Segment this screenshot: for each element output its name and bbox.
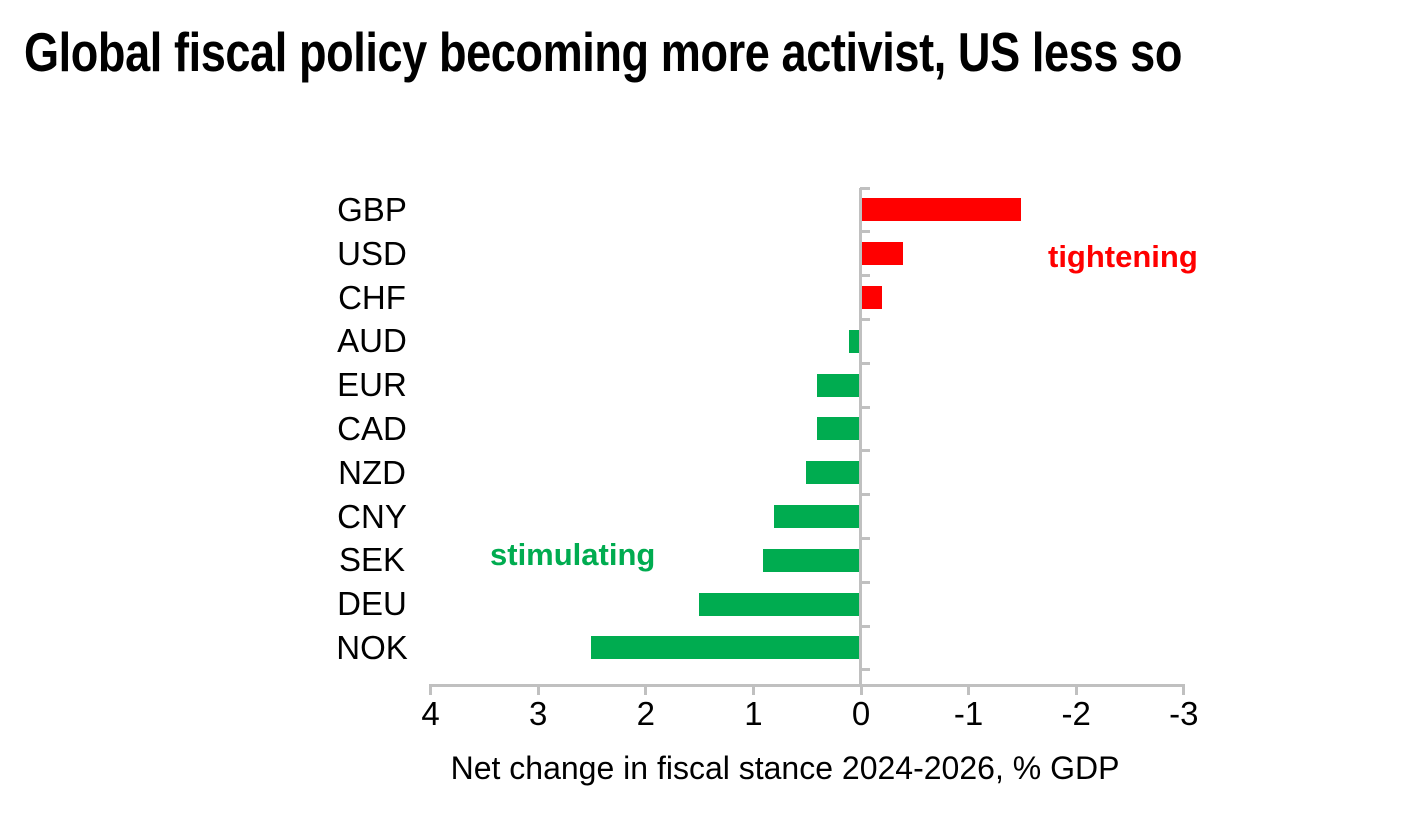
category-label-CAD: CAD — [337, 409, 407, 447]
x-axis-tick — [1182, 687, 1186, 695]
horizontal-axis-line — [429, 684, 1185, 687]
x-tick-label-3: 3 — [529, 695, 548, 732]
category-boundary-tick — [860, 405, 870, 409]
annotation-stimulating: stimulating — [490, 537, 656, 572]
category-label-NZD: NZD — [338, 453, 406, 491]
category-label-NOK: NOK — [336, 628, 408, 666]
bar-DEU — [698, 592, 860, 616]
x-tick-label--3: -3 — [1169, 695, 1199, 732]
x-axis-title: Net change in fiscal stance 2024-2026, %… — [450, 750, 1120, 786]
category-boundary-tick — [860, 449, 870, 453]
x-tick-label--1: -1 — [953, 695, 984, 732]
x-axis-tick — [429, 687, 433, 695]
x-tick-label-4: 4 — [421, 695, 440, 732]
bar-NOK — [591, 636, 860, 660]
x-axis-tick — [751, 687, 755, 695]
bar-AUD — [849, 329, 860, 353]
category-boundary-tick — [860, 624, 870, 628]
bar-CNY — [773, 505, 860, 528]
category-label-AUD: AUD — [337, 322, 407, 360]
x-tick-label--2: -2 — [1061, 695, 1091, 732]
x-tick-label-0: 0 — [851, 695, 871, 732]
category-boundary-tick — [860, 361, 870, 365]
bar-NZD — [806, 461, 860, 485]
category-label-EUR: EUR — [337, 366, 407, 404]
category-boundary-tick — [860, 274, 870, 278]
category-label-GBP: GBP — [337, 190, 407, 228]
x-tick-label-2: 2 — [636, 695, 655, 732]
category-boundary-tick — [860, 580, 870, 584]
category-label-CHF: CHF — [338, 278, 406, 316]
x-tick-label-1: 1 — [744, 695, 763, 732]
category-boundary-tick — [860, 186, 870, 190]
annotation-tightening: tightening — [1048, 239, 1198, 274]
category-label-DEU: DEU — [337, 585, 407, 623]
bar-CHF — [860, 286, 882, 309]
bar-GBP — [860, 198, 1022, 222]
category-label-CNY: CNY — [337, 497, 407, 535]
category-label-USD: USD — [337, 234, 407, 272]
category-label-SEK: SEK — [338, 541, 406, 579]
chart-title: Global fiscal policy becoming more activ… — [24, 21, 1182, 83]
vertical-axis-line — [858, 188, 862, 687]
x-axis-tick — [967, 687, 971, 695]
category-boundary-tick — [860, 317, 870, 321]
bar-USD — [860, 242, 904, 266]
category-boundary-tick — [860, 536, 870, 540]
bar-SEK — [763, 548, 860, 572]
bar-CAD — [816, 417, 860, 441]
x-axis-tick — [644, 687, 648, 695]
category-boundary-tick — [860, 493, 870, 497]
category-boundary-tick — [860, 230, 870, 234]
x-axis-tick — [536, 687, 540, 695]
bar-EUR — [816, 373, 860, 397]
category-boundary-tick — [860, 668, 870, 672]
x-axis-tick — [1074, 687, 1078, 695]
x-axis-tick — [859, 687, 863, 695]
